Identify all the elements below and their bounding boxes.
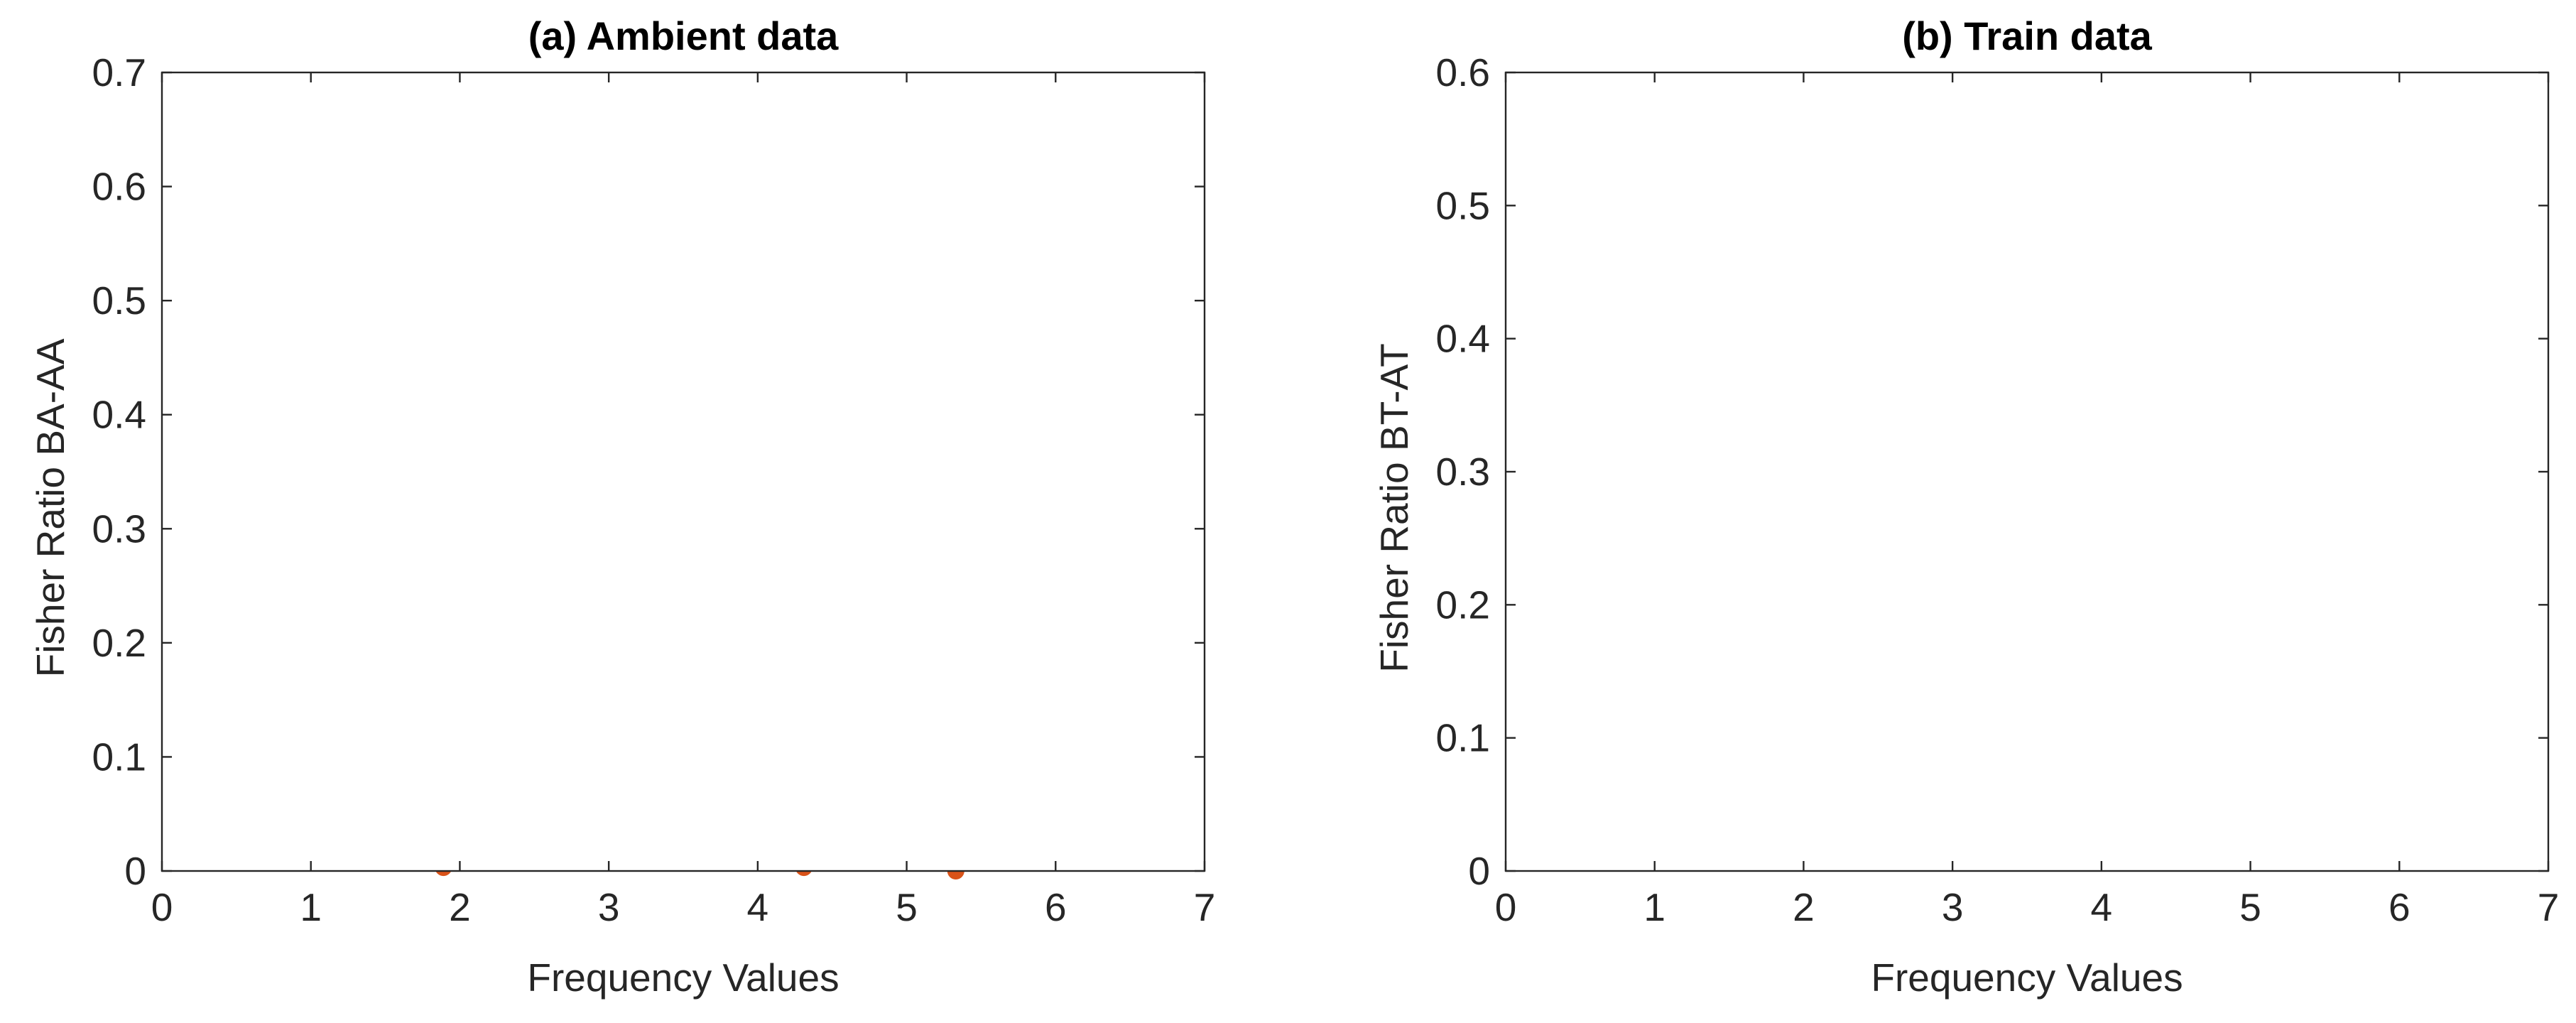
ticks: 0 1 2 3 4 5 6 7 0 0.1 0.2 0.3 0.4 0.5 0.6 <box>1436 50 2560 929</box>
x-tick-label: 1 <box>300 885 322 929</box>
x-tick-label: 0 <box>1495 885 1517 929</box>
y-tick-label: 0.3 <box>1436 450 1490 494</box>
y-axis-label: Fisher Ratio BT-AT <box>1372 343 1416 673</box>
x-tick-label: 2 <box>1793 885 1815 929</box>
y-tick-label: 0.5 <box>92 278 146 323</box>
y-tick-label: 0.4 <box>1436 317 1490 361</box>
y-tick-label: 0 <box>124 849 146 893</box>
x-tick-label: 7 <box>2538 885 2560 929</box>
ticks: 0 1 2 3 4 5 6 7 0 0.1 0.2 0.3 0.4 0.5 0.6 0.7 <box>92 50 1216 929</box>
x-tick-label: 1 <box>1643 885 1665 929</box>
chart-title: (a) Ambient data <box>528 13 839 58</box>
y-tick-label: 0.7 <box>92 50 146 94</box>
chart-title: (b) Train data <box>1902 13 2152 58</box>
x-tick-label: 5 <box>2239 885 2261 929</box>
panel-ambient: (a) Ambient data Frequency Values Fisher… <box>28 13 1215 1000</box>
x-axis-label: Frequency Values <box>527 956 839 1000</box>
x-tick-label: 3 <box>1942 885 1964 929</box>
x-tick-label: 2 <box>449 885 471 929</box>
axes-frame <box>1504 71 2550 872</box>
x-tick-label: 5 <box>896 885 918 929</box>
x-tick-label: 6 <box>2388 885 2411 929</box>
y-tick-label: 0.1 <box>1436 716 1490 760</box>
y-tick-label: 0 <box>1468 849 1490 893</box>
y-tick-label: 0.3 <box>92 507 146 551</box>
x-tick-label: 6 <box>1045 885 1067 929</box>
y-tick-label: 0.5 <box>1436 183 1490 227</box>
x-tick-label: 7 <box>1194 885 1216 929</box>
y-tick-label: 0.4 <box>92 393 146 437</box>
x-tick-label: 3 <box>598 885 620 929</box>
y-tick-label: 0.2 <box>92 621 146 665</box>
x-axis-label: Frequency Values <box>1871 956 2183 1000</box>
x-tick-label: 4 <box>2091 885 2113 929</box>
axes-frame <box>161 71 1206 872</box>
y-axis-label: Fisher Ratio BA-AA <box>28 338 72 677</box>
x-tick-label: 4 <box>747 885 769 929</box>
y-tick-label: 0.2 <box>1436 583 1490 627</box>
panel-train: (b) Train data Frequency Values Fisher R… <box>1372 13 2559 1000</box>
x-tick-label: 0 <box>151 885 173 929</box>
y-tick-label: 0.6 <box>92 165 146 209</box>
y-tick-label: 0.1 <box>92 735 146 779</box>
y-tick-label: 0.6 <box>1436 50 1490 94</box>
